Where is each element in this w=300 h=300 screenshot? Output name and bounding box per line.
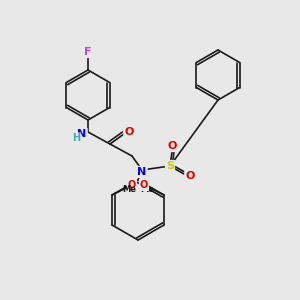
Text: O: O (128, 180, 136, 190)
Text: Me: Me (122, 185, 136, 194)
Text: H: H (72, 133, 80, 143)
Text: N: N (137, 167, 147, 177)
Text: F: F (84, 47, 92, 57)
Text: Me: Me (140, 185, 154, 194)
Text: O: O (140, 180, 148, 190)
Text: S: S (166, 161, 174, 171)
Text: O: O (167, 141, 177, 151)
Text: O: O (124, 127, 134, 137)
Text: N: N (77, 129, 87, 139)
Text: O: O (185, 171, 195, 181)
